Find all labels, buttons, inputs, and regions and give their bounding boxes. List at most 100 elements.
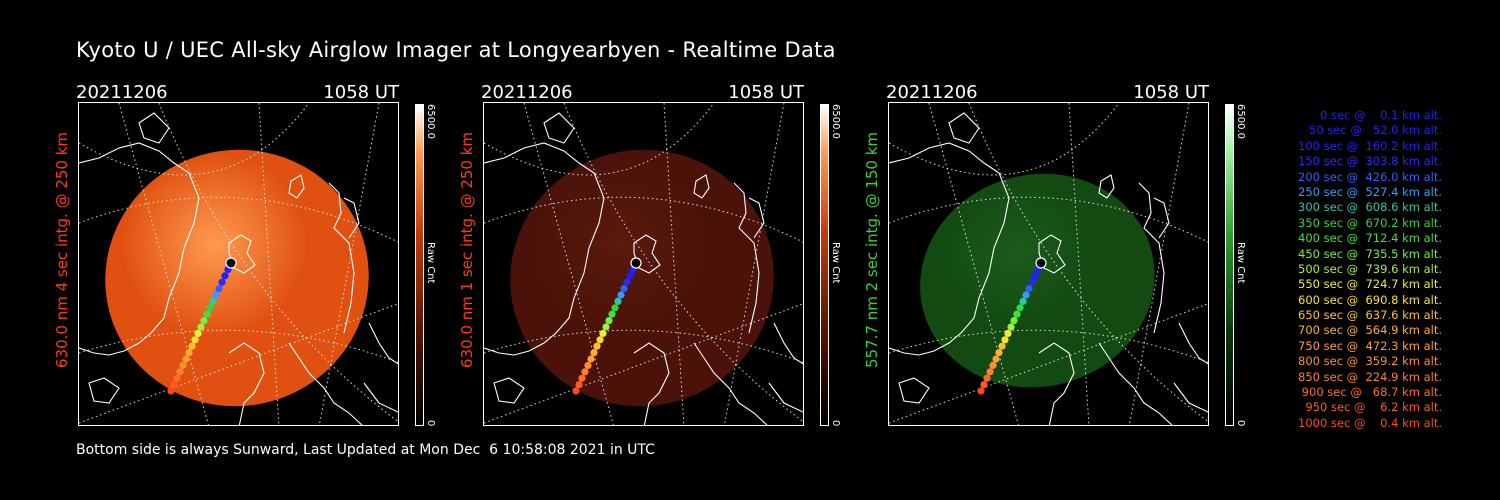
legend-row: 750 sec @ 472.3 km alt.	[1294, 338, 1442, 353]
coastline	[768, 382, 803, 413]
panel-2-map	[484, 103, 803, 425]
grid-line	[723, 103, 785, 425]
grid-line	[663, 103, 685, 425]
trajectory-dot	[200, 317, 208, 325]
trajectory-dot	[225, 257, 237, 269]
trajectory-dot	[212, 291, 220, 299]
page-title: Kyoto U / UEC All-sky Airglow Imager at …	[76, 38, 836, 62]
trajectory-dot	[1013, 310, 1021, 318]
grid-line	[484, 196, 803, 243]
trajectory-dot	[581, 368, 589, 376]
coastline	[1173, 382, 1208, 413]
coastline	[633, 342, 670, 425]
trajectory-dot	[221, 272, 229, 280]
panel-1-date: 20211206	[76, 82, 168, 103]
legend-row: 800 sec @ 359.2 km alt.	[1294, 354, 1442, 369]
legend-row: 500 sec @ 739.6 km alt.	[1294, 261, 1442, 276]
legend-row: 900 sec @ 68.7 km alt.	[1298, 385, 1442, 400]
trajectory-dot	[590, 349, 598, 357]
allsky-image	[510, 149, 774, 407]
panel-2-time: 1058 UT	[728, 82, 804, 103]
coastline	[493, 377, 525, 404]
grid-line	[484, 329, 803, 363]
trajectory-dot	[185, 349, 193, 357]
trajectory-dot	[194, 329, 202, 337]
trajectory-dot	[167, 387, 175, 395]
trajectory-dot	[998, 342, 1006, 350]
legend-row: 400 sec @ 712.4 km alt.	[1294, 231, 1442, 246]
coastline	[1098, 342, 1173, 425]
grid-line	[889, 303, 1208, 424]
legend-row: 650 sec @ 637.6 km alt.	[1294, 308, 1442, 323]
legend-row: 250 sec @ 527.4 km alt.	[1294, 184, 1442, 199]
panel-3-image	[888, 102, 1209, 426]
legend-row: 450 sec @ 735.5 km alt.	[1294, 246, 1442, 261]
coastline	[889, 142, 1010, 356]
panel-3-colorbar-max: 6500.0	[1235, 104, 1246, 139]
trajectory-dot	[191, 336, 199, 344]
trajectory-dot	[170, 381, 178, 389]
coastline	[88, 377, 120, 404]
legend-row: 1000 sec @ 0.4 km alt.	[1298, 415, 1442, 430]
trajectory-dot	[599, 329, 607, 337]
coastline	[288, 342, 363, 425]
trajectory-dot	[1031, 272, 1039, 280]
panel-3-date: 20211206	[886, 82, 978, 103]
trajectory-dot	[1004, 329, 1012, 337]
trajectory-dot	[206, 304, 214, 312]
trajectory-dot	[182, 355, 190, 363]
legend-row: 100 sec @ 160.2 km alt.	[1294, 138, 1442, 153]
grid-line	[484, 303, 803, 424]
trajectory-dot	[630, 257, 642, 269]
panel-2-colorbar-unit: Raw Cnt	[830, 242, 841, 284]
trajectory-dot	[188, 342, 196, 350]
grid-line	[1128, 103, 1190, 425]
legend-row: 0 sec @ 0.1 km alt.	[1309, 108, 1442, 122]
coastline	[948, 112, 980, 144]
trajectory-dot	[1028, 278, 1036, 286]
grid-line	[1068, 103, 1090, 425]
trajectory-dot	[1010, 317, 1018, 325]
trajectory-dot	[1001, 336, 1009, 344]
coastline	[693, 174, 710, 199]
panel-2-colorbar-min: 0	[830, 420, 841, 427]
grid-line	[79, 303, 398, 424]
panel-3-map	[889, 103, 1208, 425]
trajectory-dot	[215, 285, 223, 293]
legend-row: 700 sec @ 564.9 km alt.	[1294, 323, 1442, 338]
trajectory-dot	[593, 342, 601, 350]
trajectory-dot	[179, 361, 187, 369]
trajectory-dot	[602, 323, 610, 331]
coastline	[693, 342, 768, 425]
grid-line	[968, 103, 1208, 423]
coastline	[898, 377, 930, 404]
coastline	[328, 182, 355, 334]
coastline	[1038, 342, 1075, 425]
trajectory-dot	[578, 374, 586, 382]
panel-1-image	[78, 102, 399, 426]
panel-3-ylabel: 557.7 nm 2 sec intg. @ 150 km	[863, 131, 881, 368]
panel-3-time: 1058 UT	[1133, 82, 1209, 103]
panel-3-colorbar-unit: Raw Cnt	[1235, 242, 1246, 284]
legend-row: 600 sec @ 690.8 km alt.	[1294, 292, 1442, 307]
legend-row: 150 sec @ 303.8 km alt.	[1294, 154, 1442, 169]
panel-2-date: 20211206	[481, 82, 573, 103]
trajectory-dot	[623, 278, 631, 286]
grid-line	[889, 196, 1208, 243]
coastline	[733, 182, 760, 334]
grid-line	[258, 103, 280, 425]
trajectory-dot	[1025, 285, 1033, 293]
coastline	[228, 342, 265, 425]
trajectory-dot	[176, 368, 184, 376]
grid-line	[928, 103, 1019, 425]
coastline	[1153, 197, 1170, 239]
trajectory-dot	[1019, 297, 1027, 305]
trajectory-dot	[977, 387, 985, 395]
coastline	[543, 112, 575, 144]
trajectory-dot	[1035, 257, 1047, 269]
trajectory-dot	[1007, 323, 1015, 331]
trajectory-dot	[620, 285, 628, 293]
trajectory-dot	[1022, 291, 1030, 299]
allsky-image	[920, 173, 1155, 388]
trajectory-dot	[218, 278, 226, 286]
